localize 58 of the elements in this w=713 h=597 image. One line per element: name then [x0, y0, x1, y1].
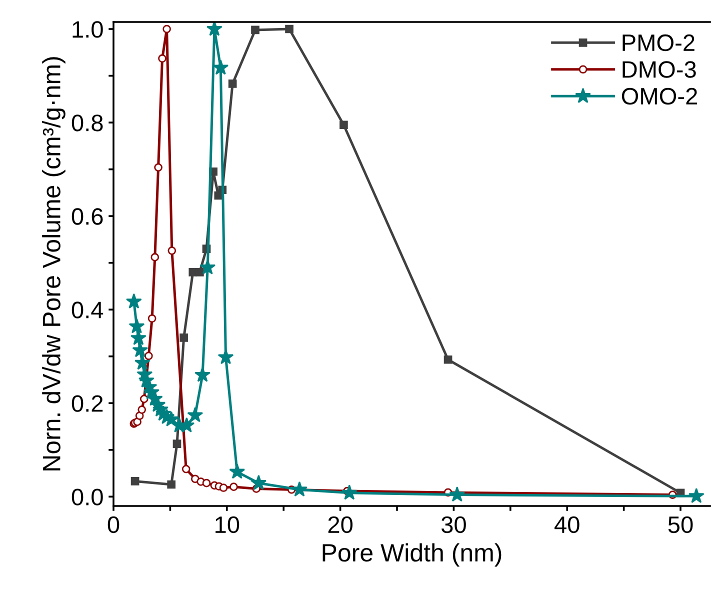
point	[158, 54, 166, 63]
point	[128, 318, 145, 334]
x-tick-label: 20	[328, 516, 353, 534]
point	[285, 24, 294, 34]
point	[229, 464, 246, 479]
x-tick-label: 0	[108, 516, 120, 534]
point	[228, 80, 237, 88]
y-tick-label: 0.4	[72, 302, 104, 318]
point	[133, 418, 142, 426]
point	[144, 352, 153, 360]
point	[341, 484, 358, 500]
point	[292, 481, 308, 497]
point	[130, 330, 146, 345]
point	[251, 26, 260, 34]
point	[138, 406, 146, 414]
point	[162, 24, 171, 34]
point	[167, 480, 176, 489]
point	[168, 246, 176, 255]
point	[202, 478, 211, 488]
point	[150, 253, 160, 262]
x-tick-label: 40	[554, 516, 580, 534]
point	[187, 406, 204, 422]
point	[688, 488, 704, 504]
x-tick-label: 30	[441, 516, 466, 534]
point	[180, 333, 188, 342]
point	[212, 59, 229, 75]
point	[182, 464, 190, 474]
x-axis-title: Pore Width (nm)	[322, 543, 502, 567]
y-tick-label: 0.8	[72, 114, 103, 132]
point	[172, 440, 182, 448]
point	[140, 394, 148, 404]
point	[340, 120, 348, 130]
point	[154, 163, 162, 172]
legend-label: DMO-3	[622, 61, 696, 78]
point	[219, 484, 228, 492]
y-axis-title: Norn. dV/dw Pore Volume (cm³/g·nm)	[42, 57, 66, 470]
point	[200, 259, 216, 274]
y-tick-label: 0.6	[72, 208, 103, 225]
point	[148, 314, 156, 323]
y-tick-label: 1.0	[72, 21, 103, 38]
point	[194, 366, 210, 382]
point	[250, 474, 267, 490]
point	[218, 348, 234, 364]
point	[444, 355, 452, 364]
legend-label: PMO-2	[622, 34, 694, 52]
point	[130, 477, 140, 486]
y-tick-label: 0.0	[72, 488, 103, 506]
point	[206, 22, 222, 36]
x-tick-label: 10	[216, 516, 240, 534]
point	[134, 354, 150, 370]
legend-label: OMO-2	[622, 88, 698, 105]
point	[196, 268, 204, 276]
y-tick-label: 0.2	[72, 395, 103, 412]
x-tick-label: 50	[668, 516, 693, 534]
point	[126, 293, 142, 309]
point	[449, 486, 466, 502]
point	[230, 482, 238, 491]
point	[132, 342, 148, 358]
